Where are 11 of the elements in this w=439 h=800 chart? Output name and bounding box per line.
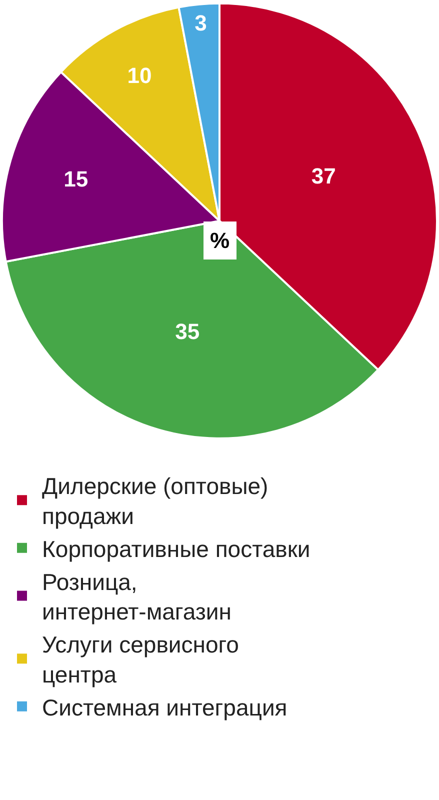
legend-label: Системная интеграция (42, 694, 288, 720)
legend-label: Розница, интернет-магазин (42, 568, 232, 625)
legend-label: Услуги сервисного центра (42, 632, 239, 688)
data-label: 3 (194, 10, 207, 36)
legend-label: Корпоративные поставки (42, 536, 310, 562)
data-label: 15 (64, 166, 88, 192)
legend-label: Дилерские (оптовые) продажи (42, 473, 268, 529)
data-label: 10 (127, 62, 152, 88)
data-label: 35 (175, 318, 200, 344)
text: % (210, 228, 230, 253)
data-label: 37 (311, 163, 336, 188)
